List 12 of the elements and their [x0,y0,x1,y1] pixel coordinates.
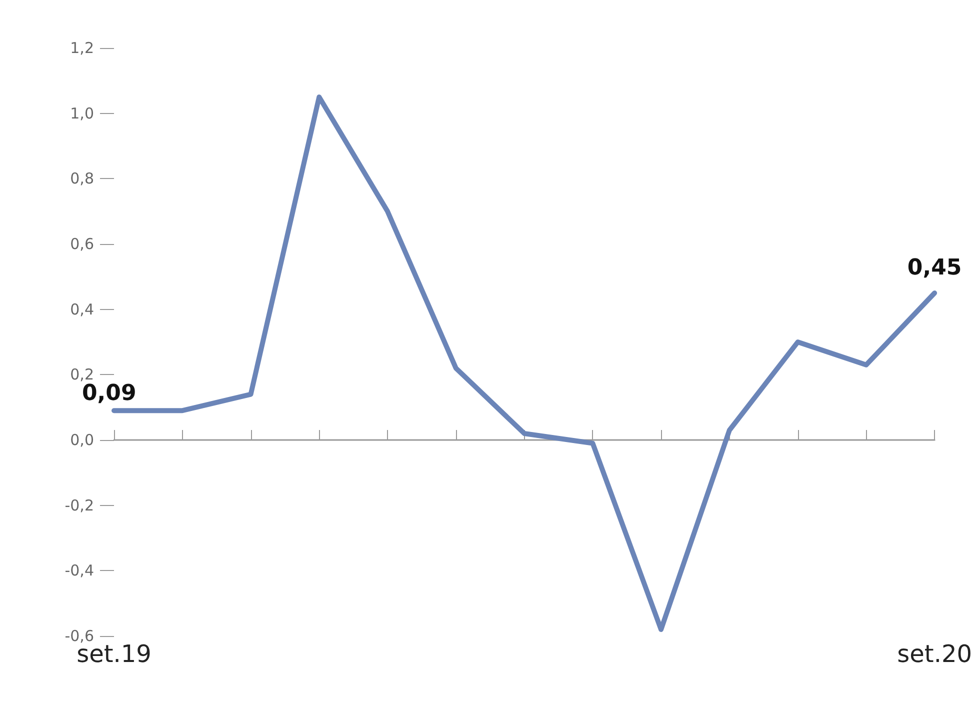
y-tick-label: 0,0 [70,431,94,449]
y-tick-label: 1,0 [70,104,94,122]
y-tick-label: 1,2 [70,39,94,57]
data-label: 0,09 [82,381,136,406]
y-tick-label: -0,2 [64,496,94,514]
y-tick-label: 0,8 [70,170,94,188]
data-label: 0,45 [907,256,962,280]
y-tick-label: -0,4 [64,562,94,580]
x-tick-label: set.20 [897,640,972,668]
y-tick-label: 0,4 [70,300,94,318]
y-tick-label: 0,6 [70,235,94,253]
y-tick-label: 0,2 [70,366,94,384]
